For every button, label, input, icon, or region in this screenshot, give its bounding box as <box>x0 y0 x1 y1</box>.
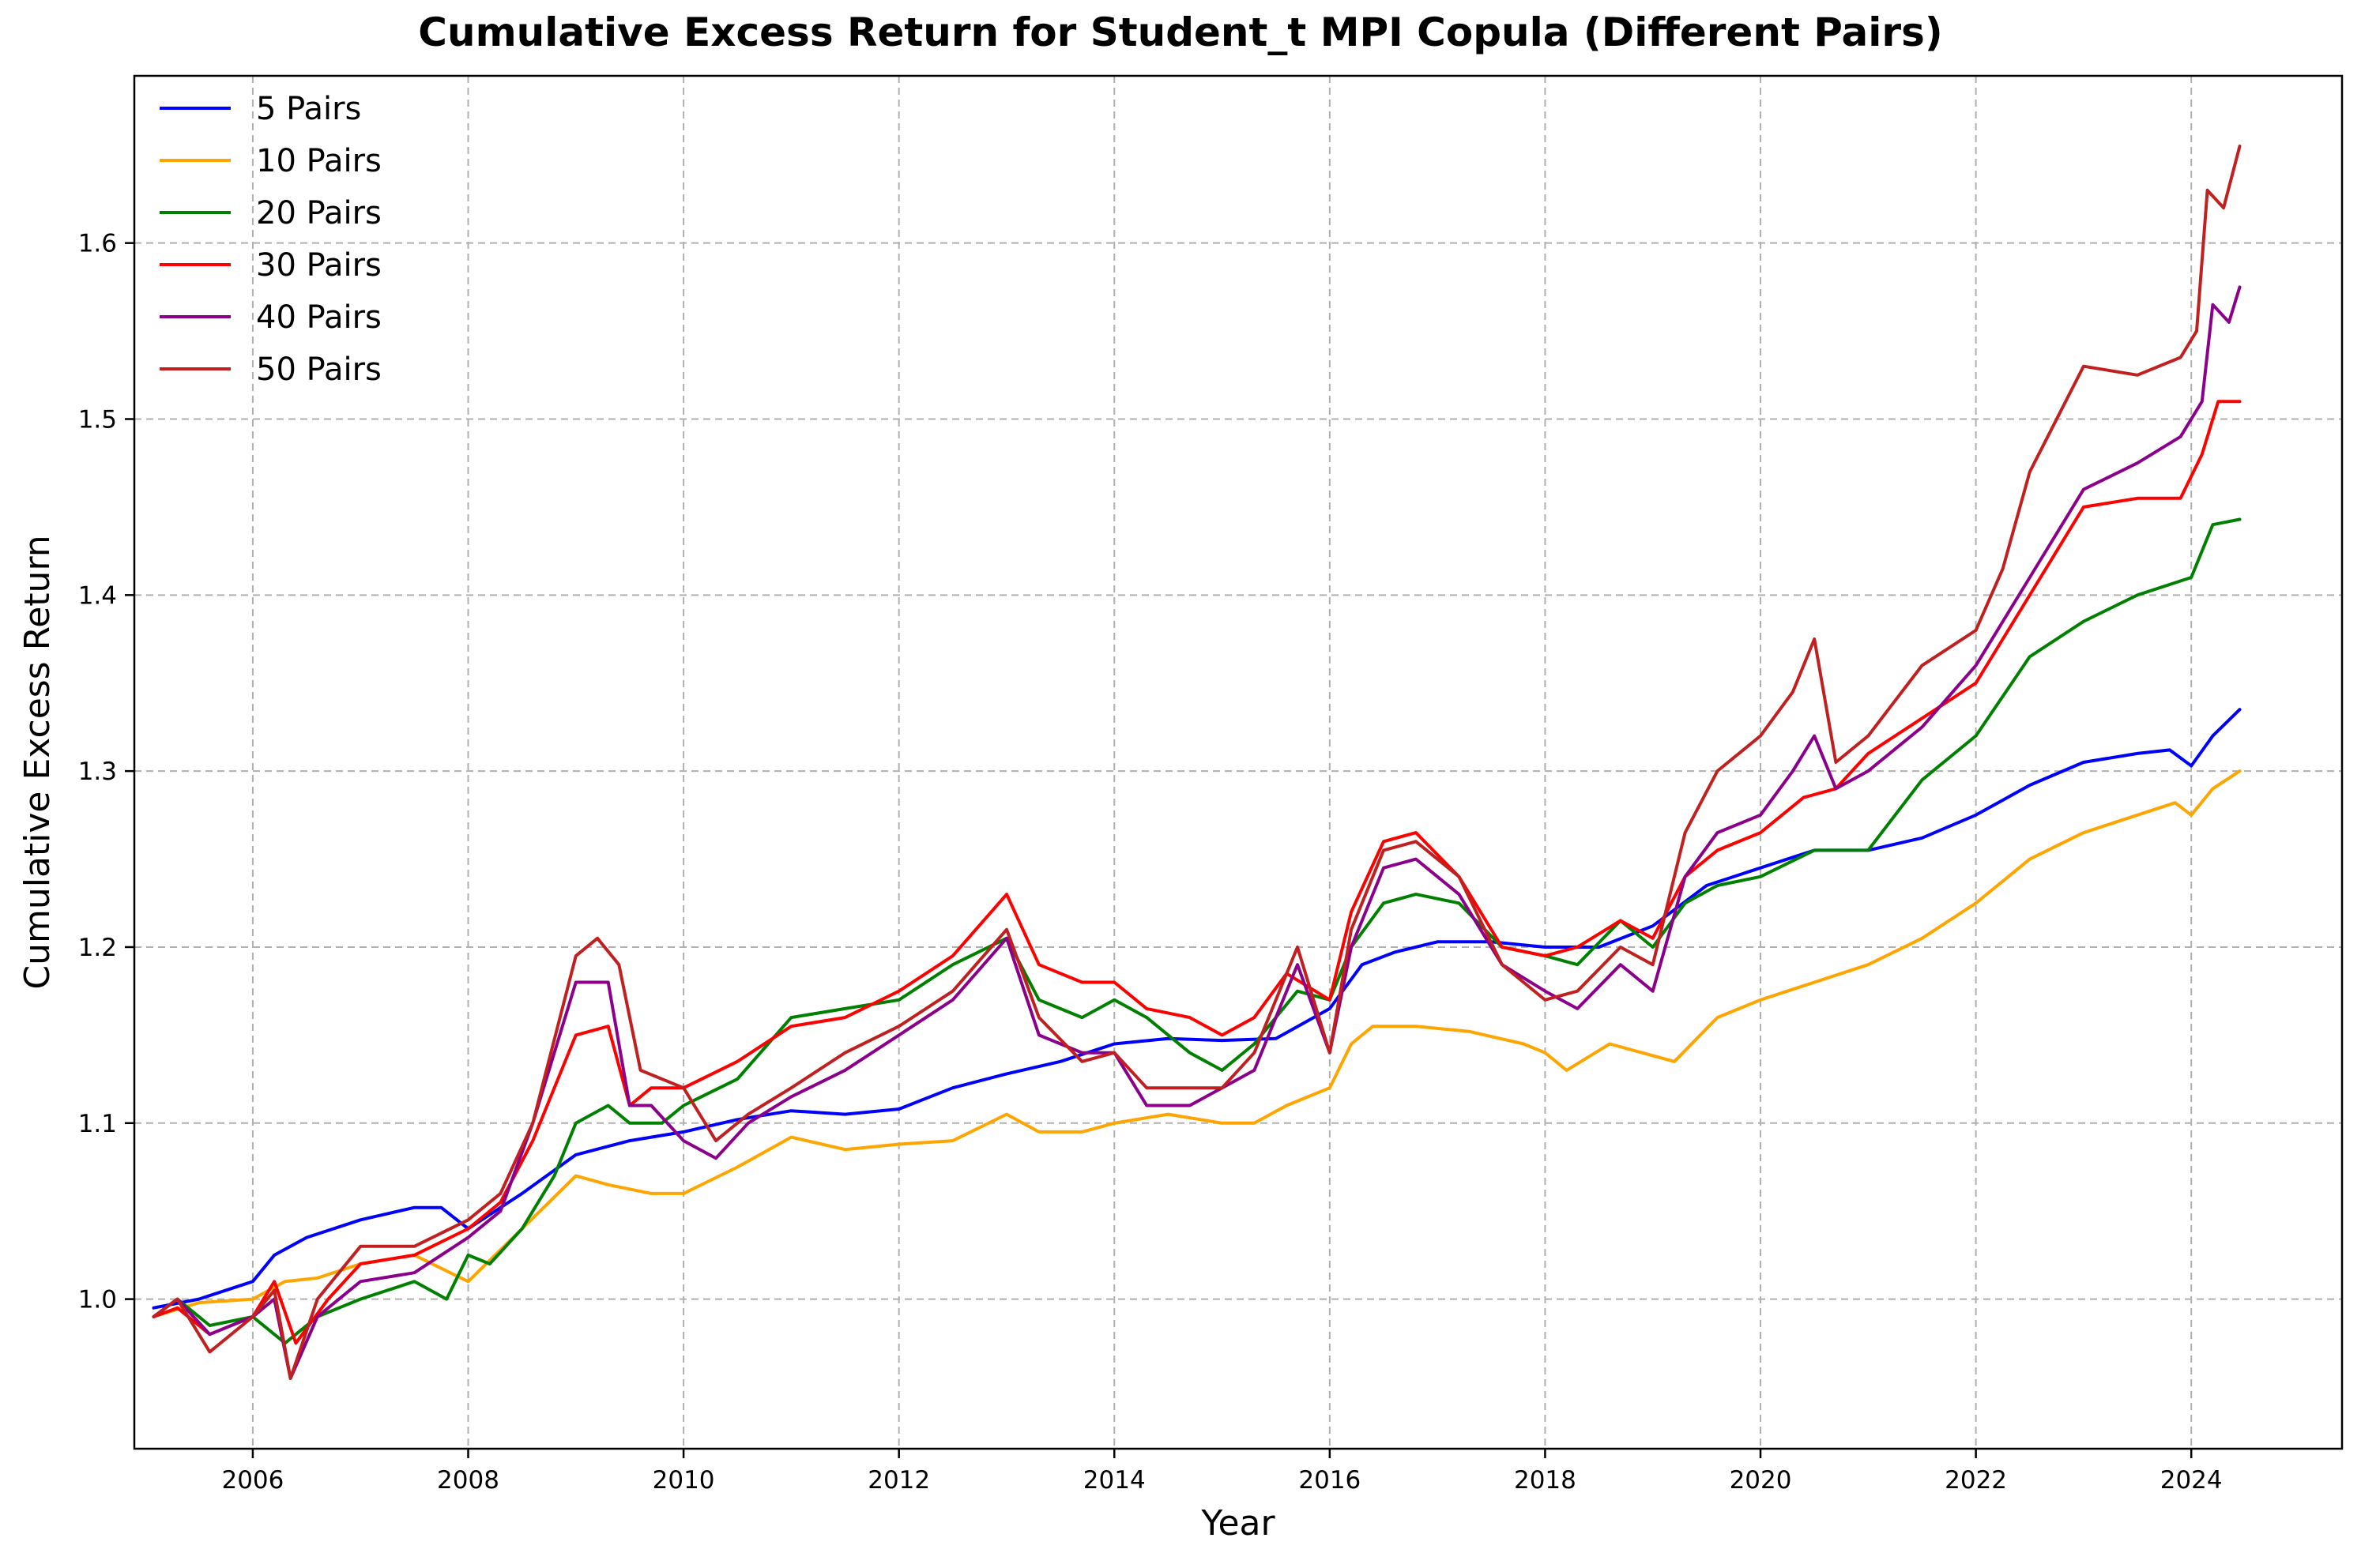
chart-title: Cumulative Excess Return for Student_t M… <box>418 9 1942 55</box>
series-line-30-pairs <box>152 400 2242 1345</box>
y-axis-ticks: 1.0 1.1 1.2 1.3 1.4 1.5 1.6 <box>78 230 134 1314</box>
y-tick-label: 1.2 <box>78 934 117 962</box>
x-tick-label: 2024 <box>2160 1466 2223 1495</box>
x-tick-label: 2016 <box>1298 1466 1361 1495</box>
x-tick-label: 2014 <box>1083 1466 1146 1495</box>
x-tick-label: 2022 <box>1945 1466 2007 1495</box>
x-axis-label: Year <box>1200 1503 1275 1544</box>
series-line-40-pairs <box>152 285 2242 1380</box>
y-tick-label: 1.1 <box>78 1110 117 1138</box>
x-tick-label: 2006 <box>221 1466 284 1495</box>
legend-label: 5 Pairs <box>256 91 361 127</box>
legend-label: 30 Pairs <box>256 247 382 284</box>
legend-label: 20 Pairs <box>256 195 382 231</box>
y-tick-label: 1.0 <box>78 1286 117 1314</box>
series-line-50-pairs <box>152 145 2242 1380</box>
x-tick-label: 2020 <box>1730 1466 1792 1495</box>
series-lines <box>152 145 2242 1380</box>
y-tick-label: 1.3 <box>78 758 117 786</box>
x-tick-label: 2008 <box>437 1466 499 1495</box>
x-tick-label: 2012 <box>868 1466 930 1495</box>
x-tick-label: 2018 <box>1514 1466 1576 1495</box>
y-tick-label: 1.5 <box>78 406 117 434</box>
x-axis-ticks: 2006 2008 2010 2012 2014 2016 2018 2020 2022 2024 <box>221 1449 2223 1495</box>
legend-label: 10 Pairs <box>256 143 382 179</box>
y-axis-label: Cumulative Excess Return <box>17 535 58 989</box>
series-line-10-pairs <box>152 769 2242 1318</box>
plot-frame <box>133 74 2344 1450</box>
grid <box>134 76 2342 1449</box>
x-tick-label: 2010 <box>653 1466 715 1495</box>
legend-label: 40 Pairs <box>256 299 382 336</box>
y-tick-label: 1.4 <box>78 581 117 610</box>
series-line-5-pairs <box>152 708 2242 1310</box>
legend: 5 Pairs 10 Pairs 20 Pairs 30 Pairs 40 Pairs 5… <box>160 91 382 388</box>
legend-label: 50 Pairs <box>256 352 382 388</box>
y-tick-label: 1.6 <box>78 230 117 258</box>
series-line-20-pairs <box>152 517 2242 1345</box>
